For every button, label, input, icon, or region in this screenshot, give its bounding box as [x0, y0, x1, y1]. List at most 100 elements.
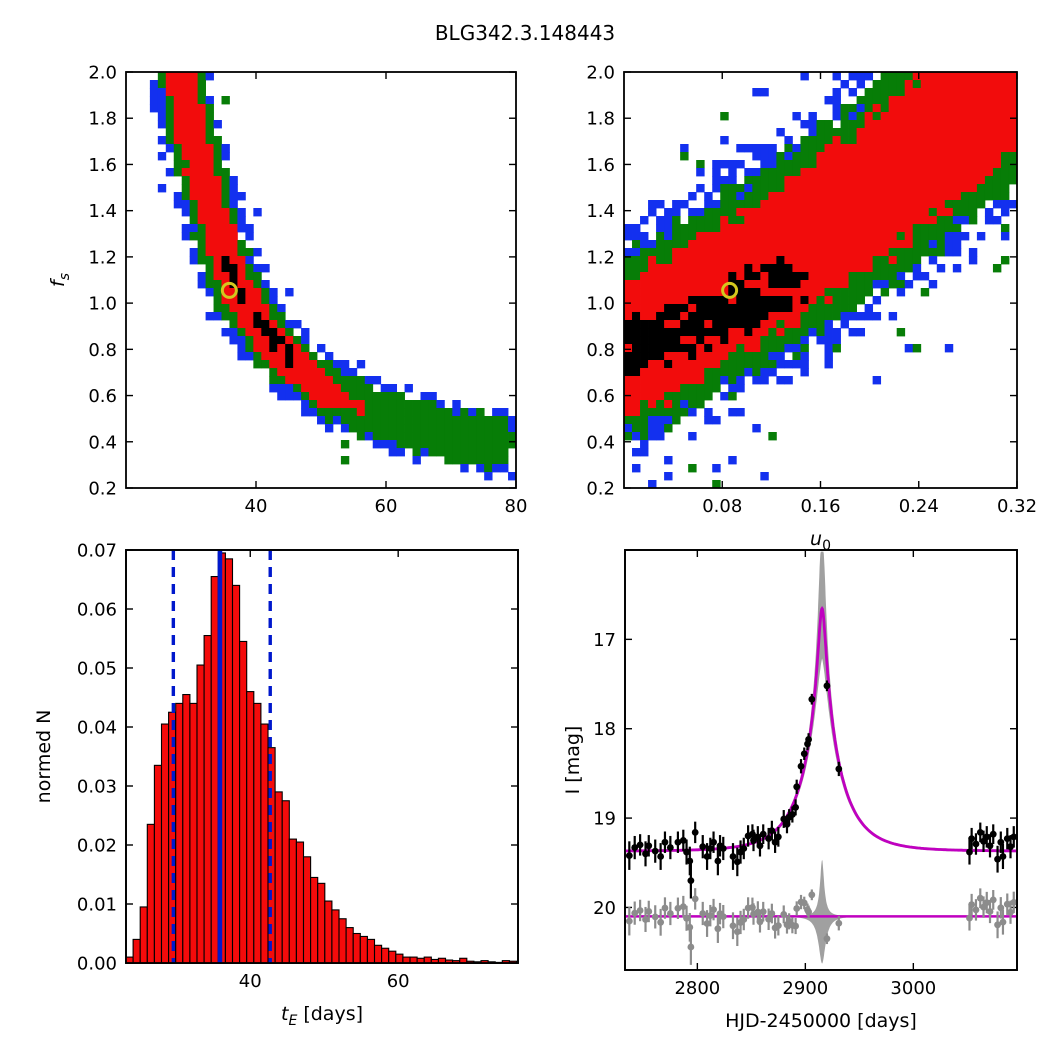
panel-te-hist: 40 60 0.00 0.01 0.02 0.03 0.04 0.05 0.06 0.07 tE […	[33, 541, 519, 1029]
hist-bar	[139, 906, 148, 964]
hist-bar	[274, 791, 283, 964]
panels-group: 40 60 80 0.2 0.4 0.6 0.8 1.0 1.2 1.4 1.6 1.8 2.0 fs 0.…	[33, 63, 1037, 1033]
hist-bar	[366, 938, 376, 964]
y-tick-label: 0.01	[77, 895, 117, 916]
panel-lightcurve: 2800 2900 3000 17 18 19 20 HJD-2450000 [days] I …	[562, 549, 1018, 1032]
y-tick-label: 20	[593, 898, 616, 919]
y-tick-label: 0.4	[88, 432, 117, 453]
hist-bar	[352, 932, 361, 964]
residual-envelope	[625, 859, 1017, 964]
y-tick-label: 0.03	[77, 777, 117, 798]
x-tick-label: 0.08	[702, 496, 742, 517]
x-tick-label: 2900	[782, 978, 828, 999]
hist-bar	[281, 800, 290, 964]
y-tick-label: 0.04	[77, 718, 117, 739]
hist-bar	[146, 823, 155, 964]
hist-bar	[324, 900, 333, 964]
y-tick-label: 0.6	[88, 386, 117, 407]
hist-bar	[231, 584, 241, 964]
x-tick-label: 0.32	[997, 496, 1037, 517]
y-tick-label: 0.6	[586, 386, 615, 407]
hist-bar	[317, 882, 326, 964]
y-tick-label: 0.2	[586, 479, 615, 500]
y-tick-label: 1.0	[88, 294, 117, 315]
hist-bar	[260, 723, 269, 964]
data-points	[625, 680, 1017, 899]
hist-bar	[388, 950, 397, 964]
y-tick-label: 19	[593, 809, 616, 830]
y-tick-label: 1.6	[88, 155, 117, 176]
y-tick-label: 0.4	[586, 432, 615, 453]
y-tick-label: 0.05	[77, 659, 117, 680]
x-tick-label: 2800	[674, 978, 720, 999]
axis-label: HJD-2450000 [days]	[725, 1010, 917, 1032]
y-tick-label: 0.06	[77, 600, 117, 621]
x-tick-label: 60	[387, 971, 410, 992]
x-tick-label: 0.16	[800, 496, 840, 517]
plot-frame	[125, 71, 517, 489]
hist-bar	[302, 856, 312, 964]
hist-bar	[338, 918, 347, 964]
y-tick-label: 0.02	[77, 836, 117, 857]
axis-label: I [mag]	[562, 726, 584, 795]
plot-frame	[623, 71, 1018, 489]
hist-bar	[246, 691, 255, 964]
x-tick-label: 40	[245, 496, 268, 517]
lightcurve-content	[625, 551, 1017, 965]
hist-bar	[203, 634, 212, 964]
axis-label: normed N	[33, 710, 55, 804]
hist-bar	[373, 944, 383, 964]
hist-bar	[153, 764, 163, 964]
hist-bar	[381, 947, 390, 964]
y-tick-label: 17	[593, 630, 616, 651]
y-tick-label: 1.0	[586, 294, 615, 315]
x-tick-label: 3000	[890, 978, 936, 999]
x-tick-label: 0.24	[899, 496, 939, 517]
hist-bar	[160, 723, 170, 964]
hist-bar	[253, 702, 262, 964]
y-tick-label: 1.2	[88, 247, 117, 268]
y-tick-label: 2.0	[586, 63, 615, 84]
y-tick-label: 2.0	[88, 63, 117, 84]
best-fit-marker	[721, 281, 739, 299]
y-tick-label: 0.07	[77, 541, 117, 562]
hist-bar	[345, 927, 354, 964]
x-tick-label: 60	[375, 496, 398, 517]
histogram-bars	[125, 552, 518, 964]
best-fit-marker	[220, 281, 238, 299]
hist-bar	[359, 935, 368, 964]
hist-bar	[239, 640, 248, 964]
y-tick-label: 0.8	[88, 340, 117, 361]
hist-bar	[210, 575, 219, 964]
hist-bar	[288, 838, 297, 964]
x-tick-label: 80	[505, 496, 528, 517]
hist-bar	[182, 693, 191, 964]
hist-bar	[196, 664, 205, 964]
axis-label: tE [days]	[281, 1003, 363, 1029]
panel-fs-vs-u0: 0.08 0.16 0.24 0.32 0.2 0.4 0.6 0.8 1.0 1.2 1.4 1.6…	[586, 63, 1037, 555]
y-tick-label: 1.4	[88, 201, 117, 222]
hist-bar	[189, 702, 198, 964]
y-tick-label: 1.8	[88, 109, 117, 130]
hist-bar	[295, 841, 305, 964]
y-tick-label: 1.8	[586, 109, 615, 130]
hist-bar	[395, 953, 404, 964]
figure-title: BLG342.3.148443	[435, 21, 615, 45]
hist-bar	[175, 702, 184, 964]
hist-bar	[310, 876, 319, 964]
hist-bar	[331, 909, 340, 964]
y-tick-label: 1.4	[586, 201, 615, 222]
y-tick-label: 1.6	[586, 155, 615, 176]
y-tick-label: 0.00	[77, 954, 117, 975]
panel-fs-vs-te: 40 60 80 0.2 0.4 0.6 0.8 1.0 1.2 1.4 1.6 1.8 2.0 fs	[47, 63, 527, 518]
x-tick-label: 40	[239, 971, 262, 992]
hist-bar	[224, 558, 234, 964]
y-tick-label: 0.2	[88, 479, 117, 500]
axis-label: u0	[810, 528, 831, 554]
y-tick-label: 1.2	[586, 247, 615, 268]
y-tick-label: 0.8	[586, 340, 615, 361]
model-uncertainty-band	[625, 551, 1017, 853]
hist-bar	[132, 938, 141, 964]
